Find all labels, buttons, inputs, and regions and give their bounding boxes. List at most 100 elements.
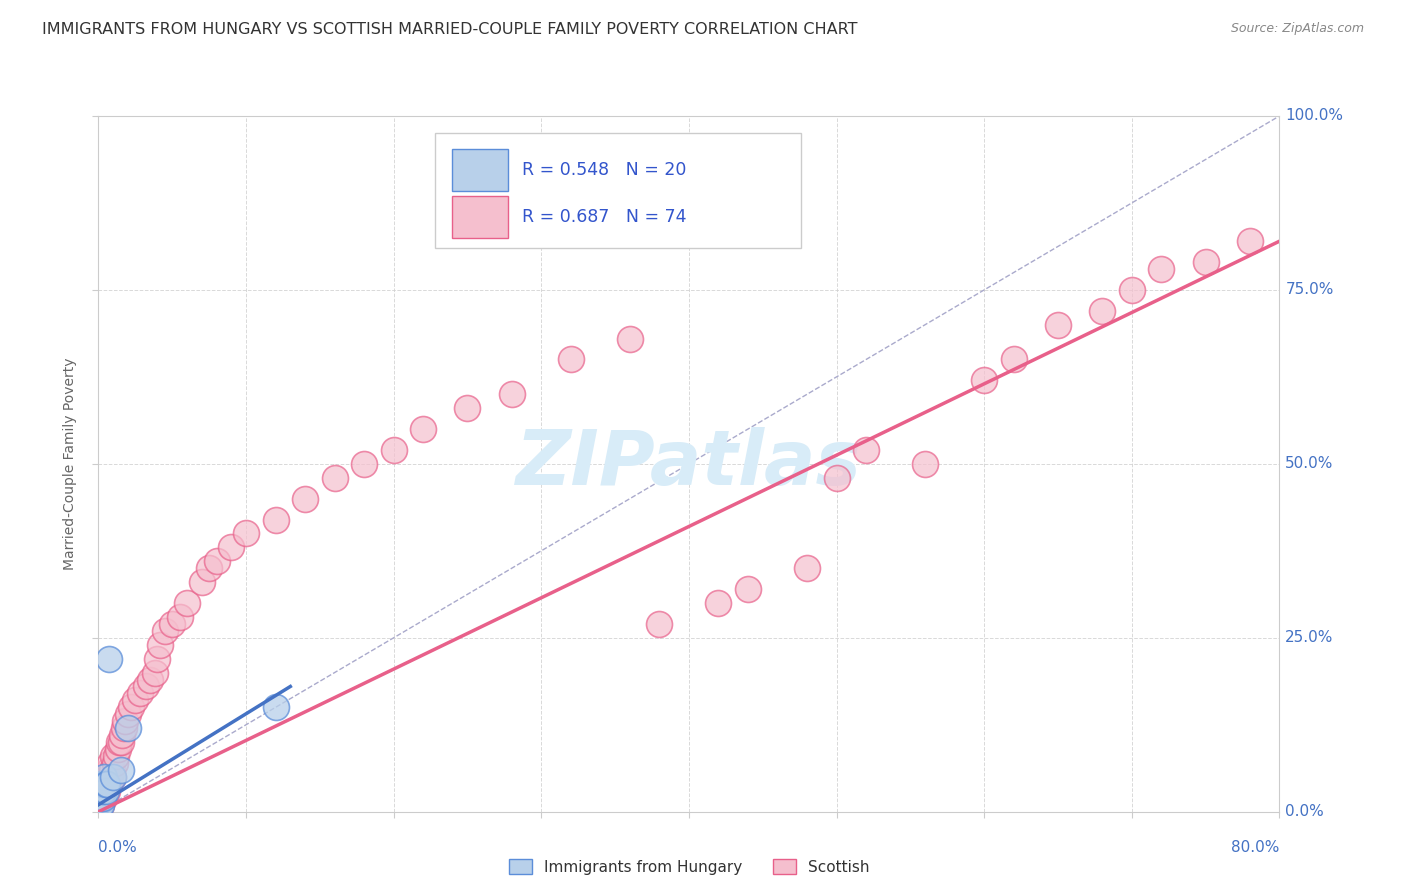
Point [110, 763, 132, 777]
Point [114, 714, 136, 729]
Point [294, 491, 316, 506]
Point [162, 616, 183, 631]
Point [323, 471, 346, 485]
Point [103, 749, 125, 764]
Point [93, 770, 115, 784]
Point [91, 790, 114, 805]
Text: Source: ZipAtlas.com: Source: ZipAtlas.com [1230, 22, 1364, 36]
Point [1091, 303, 1114, 318]
Point [90, 797, 112, 812]
Point [139, 673, 162, 687]
Point [89, 784, 111, 798]
Point [353, 457, 375, 471]
Point [90, 784, 112, 798]
Point [914, 457, 936, 471]
Text: IMMIGRANTS FROM HUNGARY VS SCOTTISH MARRIED-COUPLE FAMILY POVERTY CORRELATION CH: IMMIGRANTS FROM HUNGARY VS SCOTTISH MARR… [42, 22, 858, 37]
Point [1046, 318, 1069, 332]
Point [89, 794, 111, 808]
FancyBboxPatch shape [451, 149, 508, 192]
Point [108, 735, 131, 749]
Point [91, 790, 114, 805]
Point [412, 422, 434, 436]
Point [1195, 255, 1218, 269]
Point [117, 707, 139, 722]
Point [456, 401, 478, 416]
Point [143, 665, 166, 680]
Point [707, 596, 730, 610]
Point [103, 770, 125, 784]
Text: 50.0%: 50.0% [1285, 457, 1334, 471]
Point [97, 651, 120, 665]
Point [1121, 283, 1143, 297]
Point [264, 512, 287, 526]
Y-axis label: Married-Couple Family Poverty: Married-Couple Family Poverty [63, 358, 77, 570]
Point [153, 624, 176, 638]
Text: 80.0%: 80.0% [1232, 839, 1279, 855]
Point [973, 373, 995, 387]
Point [107, 742, 129, 756]
Point [104, 756, 127, 770]
Point [117, 721, 139, 735]
Point [94, 784, 117, 798]
Point [198, 561, 221, 575]
Text: 75.0%: 75.0% [1285, 283, 1334, 297]
Point [91, 784, 114, 798]
Point [146, 651, 169, 665]
Point [91, 777, 114, 791]
FancyBboxPatch shape [451, 195, 508, 238]
Point [93, 790, 115, 805]
Point [90, 797, 112, 812]
Point [91, 777, 114, 791]
Point [648, 616, 671, 631]
Point [90, 790, 112, 805]
Point [382, 442, 405, 457]
Text: R = 0.548   N = 20: R = 0.548 N = 20 [523, 161, 686, 179]
Point [98, 756, 121, 770]
Point [176, 596, 198, 610]
Point [737, 582, 759, 596]
Point [90, 790, 112, 805]
Point [93, 770, 115, 784]
Point [89, 790, 111, 805]
Point [94, 784, 117, 798]
Point [111, 728, 134, 742]
Point [94, 777, 117, 791]
Point [619, 332, 641, 346]
Point [96, 770, 118, 784]
FancyBboxPatch shape [434, 134, 801, 248]
Text: R = 0.687   N = 74: R = 0.687 N = 74 [523, 208, 688, 226]
Point [96, 784, 118, 798]
Point [128, 686, 150, 700]
Point [219, 541, 242, 555]
Point [1150, 262, 1173, 277]
Text: 25.0%: 25.0% [1285, 631, 1334, 645]
Point [103, 770, 125, 784]
Point [89, 797, 111, 812]
Point [97, 763, 120, 777]
Point [264, 700, 287, 714]
Point [98, 770, 121, 784]
Point [1002, 352, 1025, 367]
Point [560, 352, 582, 367]
Text: 0.0%: 0.0% [1285, 805, 1324, 819]
Point [110, 735, 132, 749]
Point [90, 777, 112, 791]
Point [501, 387, 523, 401]
Point [93, 784, 115, 798]
Point [825, 471, 848, 485]
Point [89, 790, 111, 805]
Text: 100.0%: 100.0% [1285, 109, 1343, 123]
Point [100, 763, 122, 777]
Point [124, 693, 146, 707]
Legend: Immigrants from Hungary, Scottish: Immigrants from Hungary, Scottish [502, 853, 876, 880]
Point [149, 638, 172, 652]
Point [97, 777, 120, 791]
Text: ZIPatlas: ZIPatlas [516, 427, 862, 500]
Point [89, 784, 111, 798]
Point [135, 680, 157, 694]
Point [205, 554, 228, 568]
Point [90, 784, 112, 798]
Point [1239, 234, 1261, 248]
Point [191, 575, 214, 590]
Point [796, 561, 818, 575]
